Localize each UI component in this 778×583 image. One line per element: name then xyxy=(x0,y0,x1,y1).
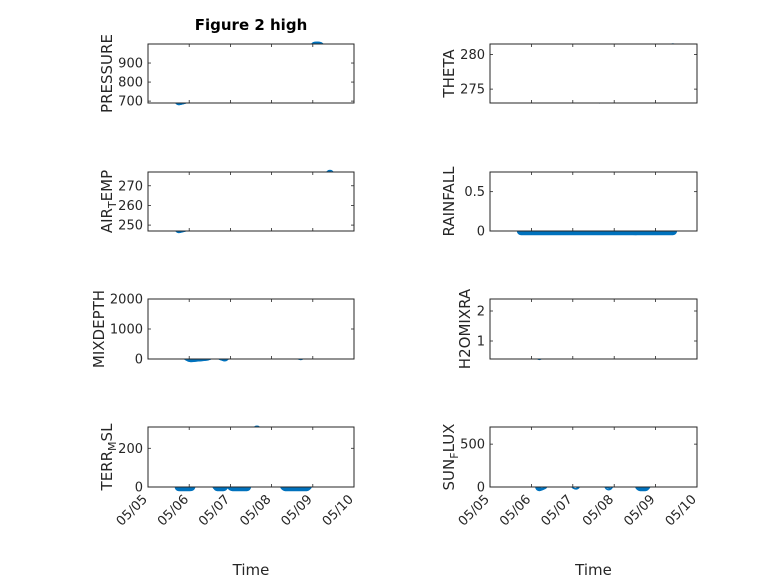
y-tick-label: 275 xyxy=(460,83,485,98)
y-tick-label: 0 xyxy=(477,225,485,240)
axes-frame xyxy=(147,298,355,360)
axes-frame xyxy=(147,426,355,488)
axes-frame xyxy=(147,171,355,232)
y-tick-label: 0 xyxy=(135,353,143,368)
y-axis-label: MIXDEPTH xyxy=(90,290,108,368)
axes-frame xyxy=(147,43,355,104)
y-axis-label: RAINFALL xyxy=(440,166,458,237)
x-axis-label: Time xyxy=(232,561,270,579)
subplot-rainfall: 0 0.5 RAINFALL xyxy=(440,166,698,240)
y-axis-label: TERRMSL xyxy=(98,423,119,492)
y-tick-label: 270 xyxy=(118,179,143,194)
y-tick-label: 2000 xyxy=(110,293,143,308)
x-axis-label: Time xyxy=(574,561,612,579)
y-tick-label: 500 xyxy=(460,438,485,453)
axes-frame xyxy=(489,298,698,360)
axes-frame xyxy=(489,43,698,104)
axes-frame xyxy=(489,426,698,488)
y-tick-label: 0 xyxy=(135,481,143,496)
y-tick-label: 900 xyxy=(118,57,143,72)
y-axis-label: H2OMIXRA xyxy=(456,288,474,369)
y-tick-label: 260 xyxy=(118,199,143,214)
y-tick-label: 0.5 xyxy=(464,185,485,200)
y-tick-label: 700 xyxy=(118,95,143,110)
y-tick-label: 250 xyxy=(118,219,143,234)
y-tick-label: 200 xyxy=(118,442,143,457)
y-axis-label: PRESSURE xyxy=(98,34,116,113)
y-tick-label: 800 xyxy=(118,76,143,91)
axes-frame xyxy=(489,171,698,232)
y-tick-label: 2 xyxy=(477,305,485,320)
y-tick-label: 1 xyxy=(477,335,485,350)
y-axis-label: AIRTEMP xyxy=(98,170,119,233)
y-axis-label: SUNFLUX xyxy=(440,424,461,491)
y-tick-label: 0 xyxy=(477,481,485,496)
figure-title: Figure 2 high xyxy=(195,16,308,34)
y-tick-label: 280 xyxy=(460,48,485,63)
y-tick-label: 1000 xyxy=(110,323,143,338)
y-axis-label: THETA xyxy=(440,49,458,99)
